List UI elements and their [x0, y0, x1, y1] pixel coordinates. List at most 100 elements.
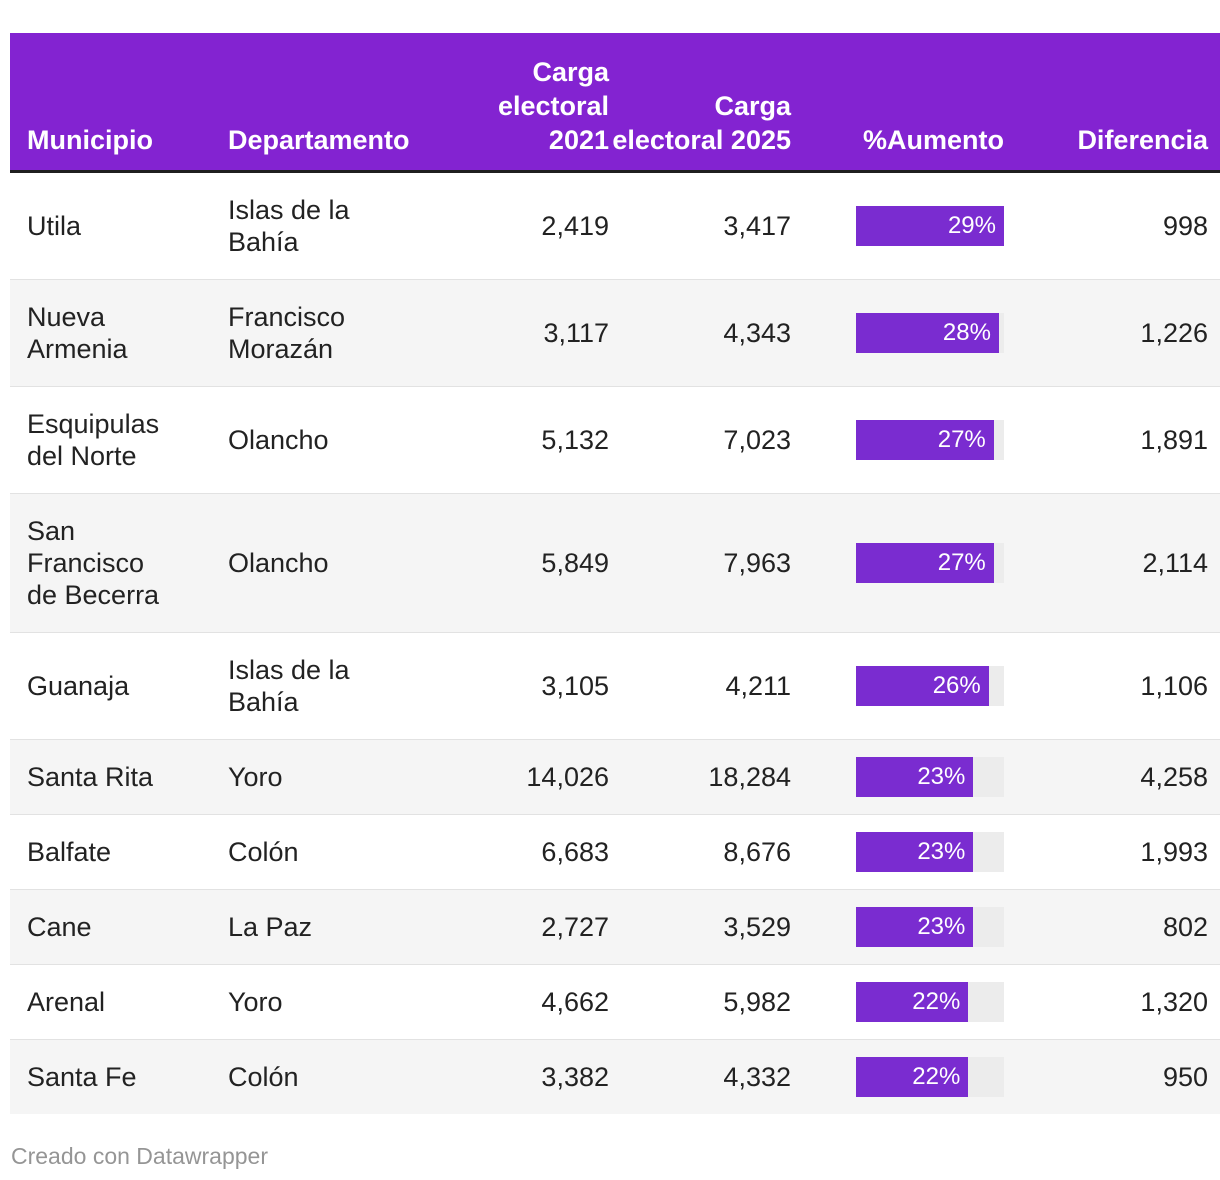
- aumento-cell: 27%: [791, 493, 1004, 633]
- departamento-cell: Olancho: [228, 493, 470, 633]
- aumento-bar-track: 23%: [856, 832, 1004, 872]
- carga-2025-cell: 4,343: [609, 279, 791, 387]
- departamento-cell: Yoro: [228, 739, 470, 815]
- table-row: Cane La Paz 2,727 3,529 23% 802: [10, 889, 1220, 965]
- municipio-cell: Guanaja: [10, 632, 228, 740]
- aumento-bar-label: 22%: [912, 1063, 961, 1090]
- carga-2021-cell: 2,727: [470, 889, 609, 965]
- aumento-bar-label: 27%: [937, 426, 986, 453]
- municipio-cell: Esquipulas del Norte: [10, 386, 228, 494]
- carga-2025-cell: 7,023: [609, 386, 791, 494]
- datawrapper-credit-link[interactable]: Creado con Datawrapper: [11, 1143, 268, 1169]
- aumento-bar: 23%: [856, 757, 974, 797]
- electoral-load-table: Municipio Departamento Carga electoral 2…: [10, 33, 1220, 1114]
- table-row: Santa Fe Colón 3,382 4,332 22% 950: [10, 1039, 1220, 1114]
- aumento-bar-label: 28%: [942, 319, 991, 346]
- municipio-cell: Santa Fe: [10, 1039, 228, 1114]
- aumento-cell: 22%: [791, 964, 1004, 1040]
- departamento-cell: Islas de la Bahía: [228, 171, 470, 280]
- aumento-cell: 22%: [791, 1039, 1004, 1114]
- diferencia-cell: 1,320: [1004, 964, 1220, 1040]
- municipio-cell: Arenal: [10, 964, 228, 1040]
- carga-2021-cell: 4,662: [470, 964, 609, 1040]
- diferencia-cell: 950: [1004, 1039, 1220, 1114]
- aumento-bar: 23%: [856, 907, 974, 947]
- carga-2021-cell: 3,105: [470, 632, 609, 740]
- aumento-bar: 27%: [856, 420, 994, 460]
- aumento-bar-label: 27%: [937, 549, 986, 576]
- departamento-cell: Islas de la Bahía: [228, 632, 470, 740]
- aumento-cell: 26%: [791, 632, 1004, 740]
- departamento-cell: Olancho: [228, 386, 470, 494]
- carga-2021-cell: 6,683: [470, 814, 609, 890]
- column-header-municipio: Municipio: [10, 33, 228, 173]
- municipio-cell: Cane: [10, 889, 228, 965]
- aumento-bar-track: 28%: [856, 313, 1004, 353]
- aumento-bar: 26%: [856, 666, 989, 706]
- column-header-carga-2025: Carga electoral 2025: [609, 33, 791, 173]
- carga-2025-cell: 3,417: [609, 171, 791, 280]
- aumento-bar-track: 23%: [856, 757, 1004, 797]
- diferencia-cell: 1,226: [1004, 279, 1220, 387]
- table-row: Nueva Armenia Francisco Morazán 3,117 4,…: [10, 279, 1220, 387]
- carga-2025-cell: 4,211: [609, 632, 791, 740]
- column-header-carga-2021: Carga electoral 2021: [470, 33, 609, 173]
- table-row: Esquipulas del Norte Olancho 5,132 7,023…: [10, 386, 1220, 494]
- diferencia-cell: 998: [1004, 171, 1220, 280]
- aumento-bar-label: 29%: [947, 212, 996, 239]
- municipio-cell: Utila: [10, 171, 228, 280]
- departamento-cell: Francisco Morazán: [228, 279, 470, 387]
- diferencia-cell: 1,993: [1004, 814, 1220, 890]
- carga-2025-cell: 3,529: [609, 889, 791, 965]
- aumento-bar-label: 23%: [917, 913, 966, 940]
- aumento-bar: 22%: [856, 982, 969, 1022]
- aumento-bar-label: 23%: [917, 763, 966, 790]
- municipio-cell: Santa Rita: [10, 739, 228, 815]
- table-header: Municipio Departamento Carga electoral 2…: [10, 33, 1220, 173]
- municipio-cell: Balfate: [10, 814, 228, 890]
- departamento-cell: Colón: [228, 1039, 470, 1114]
- aumento-bar: 27%: [856, 543, 994, 583]
- diferencia-cell: 1,106: [1004, 632, 1220, 740]
- departamento-cell: La Paz: [228, 889, 470, 965]
- carga-2025-cell: 18,284: [609, 739, 791, 815]
- table-row: Arenal Yoro 4,662 5,982 22% 1,320: [10, 964, 1220, 1040]
- aumento-bar-track: 22%: [856, 982, 1004, 1022]
- aumento-cell: 29%: [791, 171, 1004, 280]
- carga-2025-cell: 5,982: [609, 964, 791, 1040]
- carga-2025-cell: 7,963: [609, 493, 791, 633]
- aumento-bar-track: 27%: [856, 543, 1004, 583]
- header-row: Municipio Departamento Carga electoral 2…: [10, 33, 1220, 173]
- diferencia-cell: 1,891: [1004, 386, 1220, 494]
- diferencia-cell: 4,258: [1004, 739, 1220, 815]
- aumento-bar: 22%: [856, 1057, 969, 1097]
- table-row: San Francisco de Becerra Olancho 5,849 7…: [10, 493, 1220, 633]
- aumento-bar: 29%: [856, 206, 1004, 246]
- aumento-cell: 27%: [791, 386, 1004, 494]
- departamento-cell: Yoro: [228, 964, 470, 1040]
- diferencia-cell: 802: [1004, 889, 1220, 965]
- aumento-bar-label: 23%: [917, 838, 966, 865]
- aumento-bar-track: 27%: [856, 420, 1004, 460]
- aumento-cell: 28%: [791, 279, 1004, 387]
- carga-2025-cell: 8,676: [609, 814, 791, 890]
- municipio-cell: San Francisco de Becerra: [10, 493, 228, 633]
- departamento-cell: Colón: [228, 814, 470, 890]
- column-header-aumento: %Aumento: [791, 33, 1004, 173]
- aumento-cell: 23%: [791, 814, 1004, 890]
- aumento-bar-label: 26%: [932, 672, 981, 699]
- aumento-bar-track: 26%: [856, 666, 1004, 706]
- aumento-cell: 23%: [791, 889, 1004, 965]
- carga-2021-cell: 2,419: [470, 171, 609, 280]
- aumento-bar: 23%: [856, 832, 974, 872]
- carga-2021-cell: 5,849: [470, 493, 609, 633]
- carga-2021-cell: 3,117: [470, 279, 609, 387]
- carga-2025-cell: 4,332: [609, 1039, 791, 1114]
- aumento-bar-label: 22%: [912, 988, 961, 1015]
- carga-2021-cell: 14,026: [470, 739, 609, 815]
- carga-2021-cell: 3,382: [470, 1039, 609, 1114]
- column-header-departamento: Departamento: [228, 33, 470, 173]
- table-row: Guanaja Islas de la Bahía 3,105 4,211 26…: [10, 632, 1220, 740]
- table-row: Balfate Colón 6,683 8,676 23% 1,993: [10, 814, 1220, 890]
- aumento-bar-track: 29%: [856, 206, 1004, 246]
